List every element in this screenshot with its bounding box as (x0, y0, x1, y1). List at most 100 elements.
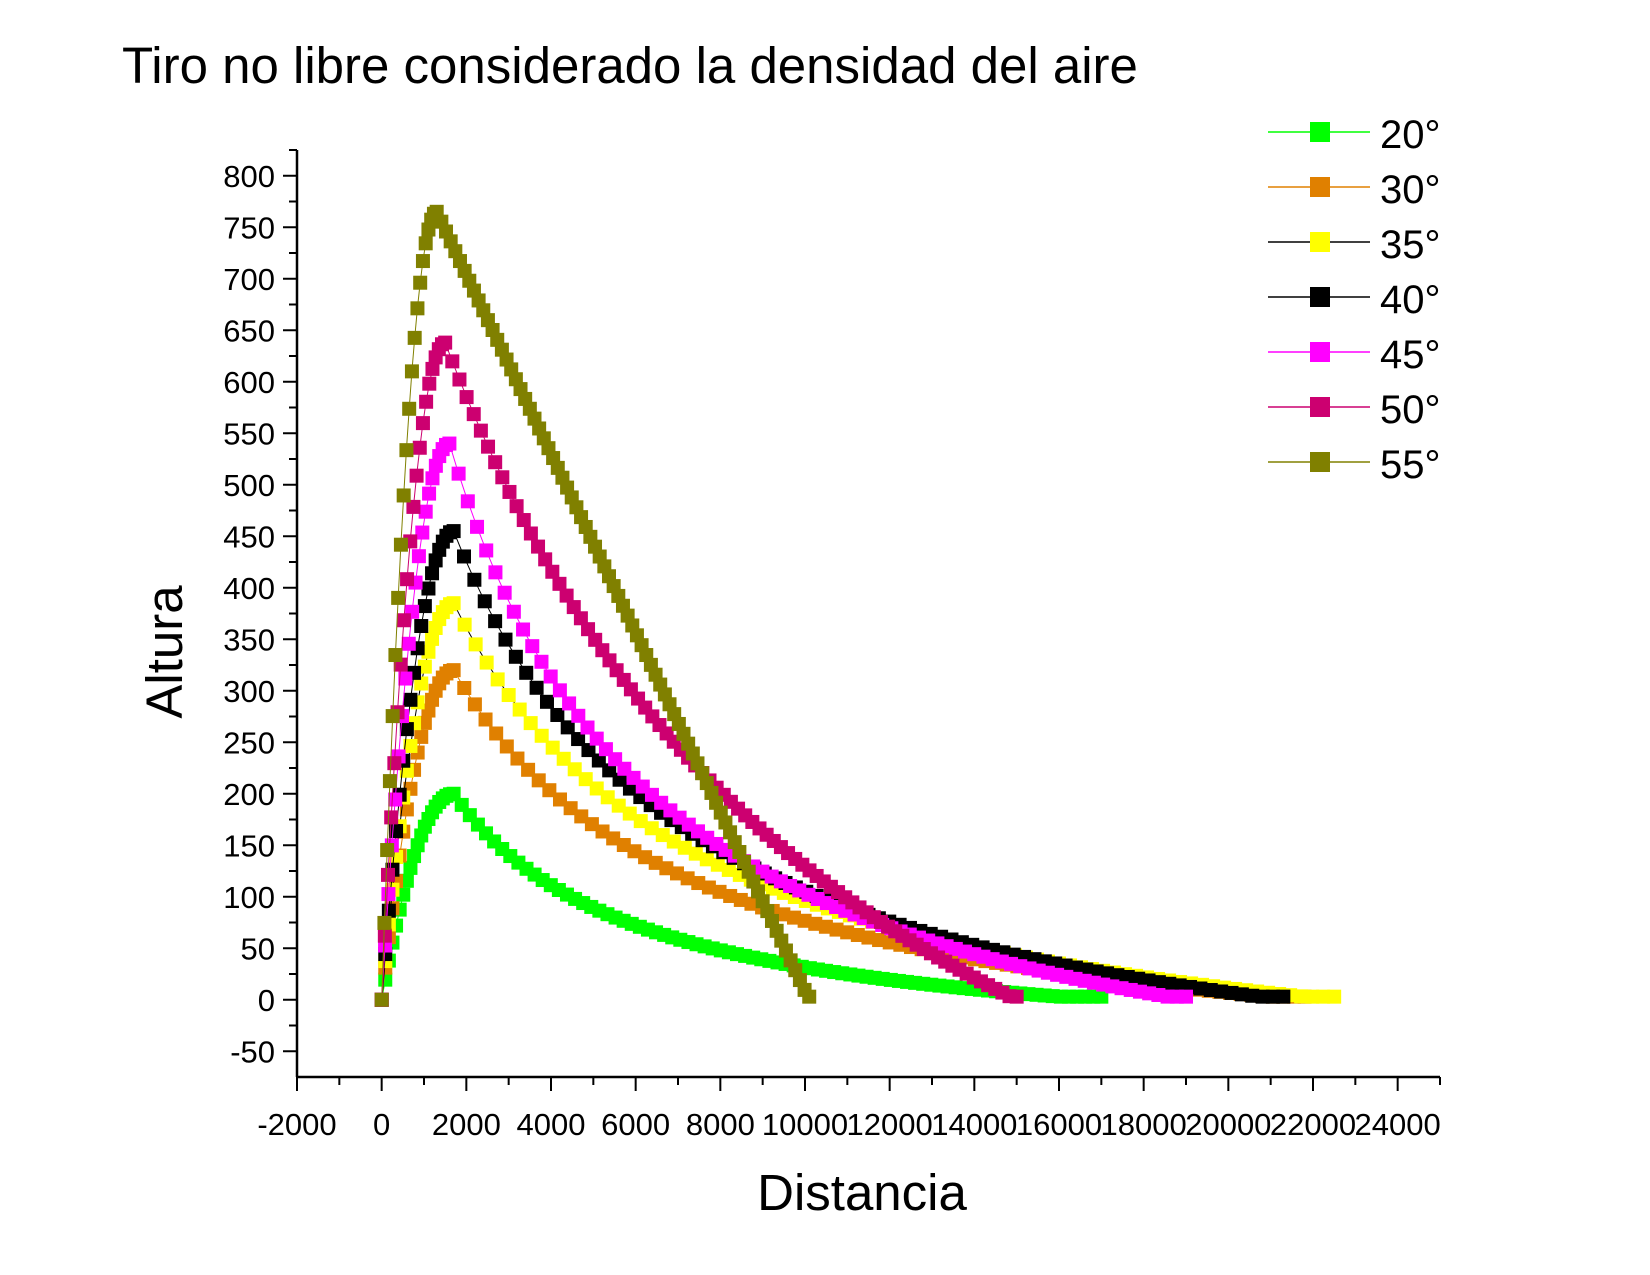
x-axis-label: Distancia (757, 1164, 967, 1221)
data-point (457, 617, 472, 632)
data-point (414, 676, 429, 691)
y-tick-label: 50 (241, 931, 275, 966)
data-point (808, 916, 823, 931)
data-point (559, 588, 574, 603)
data-point (417, 715, 432, 730)
x-tick-label: 10000 (762, 1107, 848, 1142)
y-tick-label: 0 (258, 983, 275, 1018)
data-point (488, 455, 503, 470)
data-point (872, 933, 887, 948)
data-point (531, 539, 546, 554)
data-point (659, 861, 674, 876)
data-point (638, 850, 653, 865)
data-point (399, 873, 414, 888)
data-point (421, 581, 436, 596)
data-point (571, 732, 586, 747)
data-point (414, 619, 429, 634)
y-tick-label: 300 (223, 674, 275, 709)
data-point (417, 659, 432, 674)
data-point (421, 644, 436, 659)
data-point (488, 614, 503, 629)
y-tick-label: 650 (223, 313, 275, 348)
data-point (442, 436, 457, 451)
data-point (566, 600, 581, 615)
data-point (380, 843, 395, 858)
data-point (611, 798, 626, 813)
data-point (377, 915, 392, 930)
data-point (534, 728, 549, 743)
data-point (829, 922, 844, 937)
x-tick-label: 8000 (686, 1107, 755, 1142)
data-point (516, 622, 531, 637)
data-point (401, 636, 416, 651)
data-point (393, 537, 408, 552)
data-point (403, 692, 418, 707)
x-tick-label: 16000 (1016, 1107, 1102, 1142)
x-tick-label: 22000 (1270, 1107, 1356, 1142)
data-point (1094, 989, 1109, 1004)
y-tick-label: 600 (223, 365, 275, 400)
data-point (467, 572, 482, 587)
data-point (571, 708, 586, 723)
data-point (388, 792, 403, 807)
x-tick-label: 20000 (1185, 1107, 1271, 1142)
data-point (721, 862, 736, 877)
data-point (467, 697, 482, 712)
data-point (688, 846, 703, 861)
y-axis-label: Altura (136, 585, 193, 719)
data-point (415, 416, 430, 431)
data-point (581, 622, 596, 637)
data-point (584, 817, 599, 832)
data-point (701, 880, 716, 895)
data-point (786, 910, 801, 925)
data-point (417, 599, 432, 614)
data-point (506, 604, 521, 619)
legend-marker (1310, 452, 1330, 472)
legend-label: 50° (1380, 388, 1441, 432)
data-point (1009, 989, 1024, 1004)
series-line (381, 341, 1017, 1000)
data-point (425, 361, 440, 376)
data-point (409, 468, 424, 483)
data-point (374, 992, 389, 1007)
x-tick-label: -2000 (257, 1107, 336, 1142)
data-point (445, 354, 460, 369)
x-tick-label: 2000 (432, 1107, 501, 1142)
data-point (428, 553, 443, 568)
data-point (403, 860, 418, 875)
data-point (797, 913, 812, 928)
data-point (381, 903, 396, 918)
y-tick-label: 750 (223, 210, 275, 245)
data-point (802, 989, 817, 1004)
data-point (556, 751, 571, 766)
data-point (589, 781, 604, 796)
data-point (413, 275, 428, 290)
y-tick-label: 700 (223, 262, 275, 297)
data-point (627, 844, 642, 859)
data-point (489, 726, 504, 741)
data-point (488, 565, 503, 580)
data-point (669, 866, 684, 881)
data-point (744, 896, 759, 911)
data-point (521, 762, 536, 777)
y-tick-label: 550 (223, 416, 275, 451)
data-point (410, 301, 425, 316)
data-point (402, 401, 417, 416)
y-tick-label: 100 (223, 880, 275, 915)
data-point (452, 372, 467, 387)
data-point (497, 585, 512, 600)
legend: 20° 30° 35° 40° 45° 50° 55° (1268, 113, 1441, 487)
data-point (699, 852, 714, 867)
data-point (589, 731, 604, 746)
data-point (466, 407, 481, 422)
data-point (451, 466, 466, 481)
data-point (712, 884, 727, 899)
data-point (403, 738, 418, 753)
data-point (446, 524, 461, 539)
data-point (552, 576, 567, 591)
data-point (512, 702, 527, 717)
data-point (425, 631, 440, 646)
data-point (543, 669, 558, 684)
data-point (1327, 989, 1342, 1004)
